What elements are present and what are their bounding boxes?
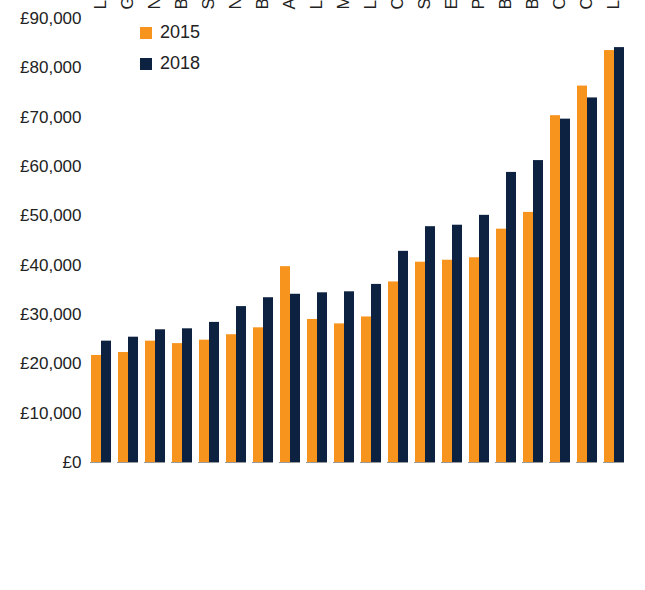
svg-text:Nottingham: Nottingham [226, 0, 245, 10]
svg-text:Sheffield: Sheffield [199, 0, 218, 10]
svg-text:£20,000: £20,000 [20, 354, 81, 373]
svg-text:Birmingham: Birmingham [253, 0, 272, 10]
svg-text:£90,000: £90,000 [20, 9, 81, 28]
svg-text:Cardiff: Cardiff [388, 0, 407, 10]
svg-text:£70,000: £70,000 [20, 108, 81, 127]
svg-text:Edinburgh: Edinburgh [442, 0, 461, 10]
svg-text:Southampton: Southampton [415, 0, 434, 10]
svg-text:Cambridge: Cambridge [577, 0, 596, 10]
svg-text:Aberdeen: Aberdeen [280, 0, 299, 10]
svg-text:£30,000: £30,000 [20, 305, 81, 324]
svg-text:Liverpool: Liverpool [91, 0, 110, 10]
svg-text:£60,000: £60,000 [20, 157, 81, 176]
svg-text:Glasgow: Glasgow [118, 0, 137, 10]
svg-text:Leeds: Leeds [307, 0, 326, 10]
svg-text:£50,000: £50,000 [20, 206, 81, 225]
svg-text:Portsmouth: Portsmouth [469, 0, 488, 10]
svg-text:£10,000: £10,000 [20, 404, 81, 423]
svg-text:Belfast: Belfast [172, 0, 191, 10]
svg-text:Bristol: Bristol [496, 0, 515, 10]
html-text:2015: 2015 [160, 22, 200, 42]
svg-text:Manchester: Manchester [334, 0, 353, 10]
html-text:2018: 2018 [160, 53, 200, 73]
svg-text:Leicester: Leicester [361, 0, 380, 10]
svg-text:£80,000: £80,000 [20, 58, 81, 77]
svg-text:Oxford: Oxford [550, 0, 569, 10]
svg-text:London: London [604, 0, 623, 10]
svg-text:£0: £0 [63, 453, 82, 472]
svg-text:Newcastle: Newcastle [145, 0, 164, 10]
svg-text:£40,000: £40,000 [20, 256, 81, 275]
svg-text:Bournemouth: Bournemouth [523, 0, 542, 10]
